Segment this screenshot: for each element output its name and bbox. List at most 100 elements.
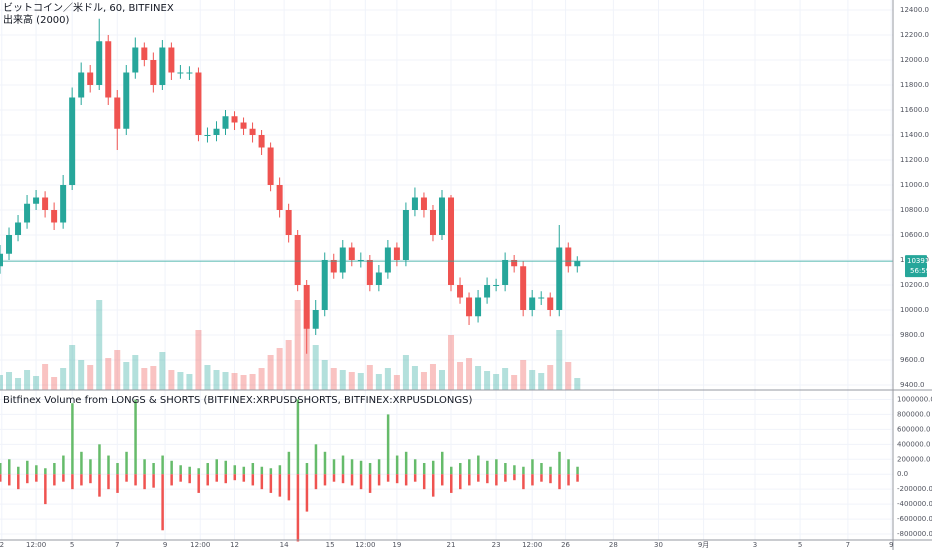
candle-body [484,285,491,298]
candle-body [69,97,76,185]
y-tick-label: 9800.0 [900,331,925,339]
flow-bar [278,465,282,475]
y-tick-label: 800000.0 [897,410,930,418]
candle-body [294,235,301,285]
flow-bar [450,466,453,475]
flow-bar [260,474,264,490]
volume-bar [294,300,301,390]
flow-bar [35,465,38,475]
flow-bar [107,474,110,490]
x-tick-label: 23 [492,541,501,549]
candle-body [303,285,310,329]
flow-bar [224,474,228,484]
flow-bar [80,474,83,486]
flow-bar [26,460,29,475]
flow-bar [170,474,173,486]
volume-bar [393,375,400,390]
volume-bar [420,372,427,390]
flow-bar [314,474,318,490]
x-tick-label: 3 [753,541,757,549]
flow-bar [522,466,525,475]
flow-bar [35,474,38,482]
volume-bar [105,358,112,390]
x-tick-label: 26 [561,541,570,549]
flow-bar [576,474,579,482]
candle-body [321,260,328,310]
flow-bar [305,474,309,512]
candle-body [123,72,130,129]
flow-bar [413,459,417,475]
candle-body [285,210,292,235]
volume-bar [484,371,491,390]
candle-body [493,285,500,286]
volume-bar [168,370,175,390]
flow-bar [206,474,209,486]
flow-bar [188,474,191,484]
volume-bar [249,374,256,390]
volume-bar [0,375,3,390]
flow-bar [269,474,273,493]
flow-bar [386,474,390,482]
flow-bar [89,474,92,484]
flow-bar [197,468,200,475]
volume-bar [87,365,94,390]
candle-body [330,260,337,273]
volume-bar [42,364,49,390]
flow-bar [17,466,20,475]
flow-bar [413,474,417,482]
flow-bar [468,474,471,486]
y-tick-label: -800000.0 [897,530,932,538]
flow-bar [98,444,101,475]
flow-bar [125,474,128,482]
volume-bar [312,345,319,390]
volume-bar [366,365,373,390]
flow-bar [422,463,426,475]
flow-bar [161,455,164,475]
flow-bar [161,474,164,531]
x-tick-label: 12:00 [190,541,210,549]
candle-body [60,185,67,223]
volume-bar [538,373,545,390]
x-tick-label: 21 [447,541,456,549]
x-tick-label: 19 [392,541,401,549]
candle-body [429,210,436,235]
candle-body [249,128,256,135]
flow-bar [377,459,381,475]
flow-bar [53,463,56,475]
candle-body [538,297,545,299]
volume-bar [6,372,13,390]
volume-bar [348,372,355,390]
volume-bar [123,362,130,390]
flow-bar [531,459,534,475]
candle-body [511,260,518,267]
x-tick-label: 5 [70,541,74,549]
flow-bar [233,465,237,475]
flow-bar [44,468,47,475]
x-tick-label: 14 [280,541,289,549]
y-tick-label: 200000.0 [897,455,930,463]
y-tick-label: 11400.0 [900,131,929,139]
flow-bar [395,455,399,475]
volume-bar [493,374,500,390]
flow-bar [504,463,507,475]
y-tick-label: 12000.0 [900,56,929,64]
y-tick-label: 12400.0 [900,6,929,14]
volume-bar [574,378,581,390]
flow-bar [540,463,543,475]
flow-bar [170,460,173,475]
x-tick-label: 7 [115,541,119,549]
candle-body [51,210,58,223]
flow-bar [540,474,543,482]
volume-bar [556,330,563,390]
candle-body [556,247,563,310]
y-tick-label: -600000.0 [897,515,932,523]
volume-bar [448,335,455,390]
flow-bar [242,466,246,475]
flow-bar [404,474,408,486]
flow-bar [431,474,435,497]
volume-bar [565,362,572,390]
candle-body [222,116,229,129]
candle-body [24,203,31,223]
volume-bar [529,370,536,390]
flow-bar [143,474,146,490]
